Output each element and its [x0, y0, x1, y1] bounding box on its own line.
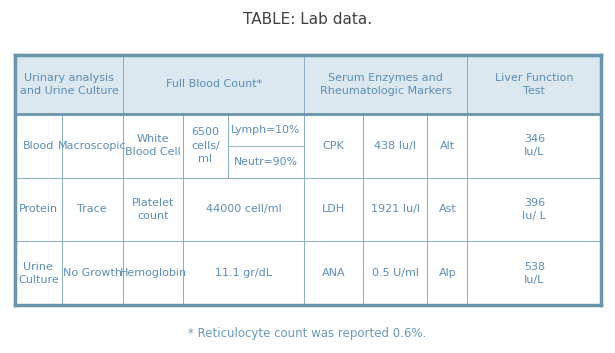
Text: Liver Function
Test: Liver Function Test — [495, 73, 574, 96]
Bar — [427, 114, 467, 178]
Text: Lymph=10%: Lymph=10% — [231, 125, 301, 134]
Bar — [183, 241, 304, 305]
Text: Macroscopic: Macroscopic — [58, 140, 127, 151]
Bar — [427, 178, 467, 241]
Bar — [363, 114, 427, 178]
Bar — [183, 114, 228, 178]
Text: TABLE: Lab data.: TABLE: Lab data. — [243, 12, 372, 27]
Bar — [123, 241, 183, 305]
Bar — [467, 114, 601, 178]
Text: 44000 cell/ml: 44000 cell/ml — [206, 204, 282, 215]
Text: Protein: Protein — [19, 204, 58, 215]
Text: No Growth: No Growth — [63, 268, 122, 279]
Text: 538
Iu/L: 538 Iu/L — [524, 262, 545, 285]
Bar — [62, 178, 123, 241]
Text: Blood: Blood — [23, 140, 54, 151]
Text: 6500
cells/
ml: 6500 cells/ ml — [191, 127, 220, 164]
Bar — [467, 55, 601, 114]
Bar — [304, 178, 363, 241]
Bar — [304, 55, 467, 114]
Bar — [228, 114, 304, 178]
Text: LDH: LDH — [322, 204, 345, 215]
Bar — [15, 55, 123, 114]
Bar — [427, 241, 467, 305]
Text: Neutr=90%: Neutr=90% — [234, 156, 298, 167]
Text: Full Blood Count*: Full Blood Count* — [165, 79, 262, 89]
Text: Serum Enzymes and
Rheumatologic Markers: Serum Enzymes and Rheumatologic Markers — [320, 73, 452, 96]
Text: 0.5 U/ml: 0.5 U/ml — [371, 268, 419, 279]
Bar — [62, 241, 123, 305]
Text: 11.1 gr/dL: 11.1 gr/dL — [215, 268, 272, 279]
Bar — [363, 241, 427, 305]
Bar — [304, 114, 363, 178]
Bar — [62, 114, 123, 178]
Bar — [15, 241, 62, 305]
Text: Alp: Alp — [438, 268, 456, 279]
Text: * Reticulocyte count was reported 0.6%.: * Reticulocyte count was reported 0.6%. — [188, 327, 427, 340]
Bar — [183, 178, 304, 241]
Text: Urinary analysis
and Urine Culture: Urinary analysis and Urine Culture — [20, 73, 119, 96]
Bar — [15, 178, 62, 241]
Text: Hemoglobin: Hemoglobin — [119, 268, 187, 279]
Text: Urine
Culture: Urine Culture — [18, 262, 59, 285]
Text: ANA: ANA — [322, 268, 346, 279]
Text: 1921 Iu/l: 1921 Iu/l — [371, 204, 419, 215]
Text: Alt: Alt — [440, 140, 455, 151]
Bar — [123, 178, 183, 241]
Text: White
Blood Cell: White Blood Cell — [125, 134, 181, 157]
Bar — [123, 114, 183, 178]
Text: Trace: Trace — [77, 204, 107, 215]
Bar — [467, 241, 601, 305]
Text: Ast: Ast — [438, 204, 456, 215]
Text: 346
Iu/L: 346 Iu/L — [524, 134, 545, 157]
Bar — [304, 241, 363, 305]
Text: CPK: CPK — [323, 140, 344, 151]
Text: 438 Iu/l: 438 Iu/l — [374, 140, 416, 151]
Text: Platelet
count: Platelet count — [132, 198, 174, 221]
Bar — [467, 178, 601, 241]
Bar — [123, 55, 304, 114]
Bar — [15, 55, 601, 305]
Bar — [15, 114, 62, 178]
Text: 396
Iu/ L: 396 Iu/ L — [523, 198, 546, 221]
Bar — [363, 178, 427, 241]
